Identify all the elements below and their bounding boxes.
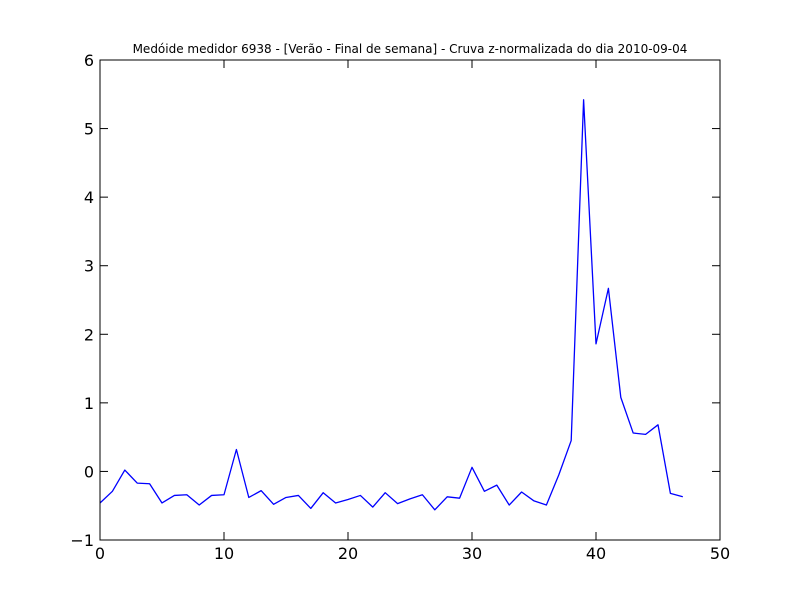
y-tick-label: 0	[84, 462, 94, 481]
y-tick-label: −1	[70, 531, 94, 550]
y-tick-label: 3	[84, 257, 94, 276]
x-tick-label: 20	[338, 544, 358, 563]
plot-frame	[99, 59, 721, 541]
x-tick-label: 10	[214, 544, 234, 563]
y-tick-label: 6	[84, 51, 94, 70]
x-tick-label: 0	[95, 544, 105, 563]
x-tick-label: 50	[710, 544, 730, 563]
y-tick-label: 4	[84, 188, 94, 207]
y-tick-label: 5	[84, 120, 94, 139]
y-tick-label: 1	[84, 394, 94, 413]
series-line	[99, 99, 683, 511]
x-tick-label: 40	[586, 544, 606, 563]
x-tick-label: 30	[462, 544, 482, 563]
chart-title: Medóide medidor 6938 - [Verão - Final de…	[133, 42, 688, 56]
y-tick-label: 2	[84, 325, 94, 344]
